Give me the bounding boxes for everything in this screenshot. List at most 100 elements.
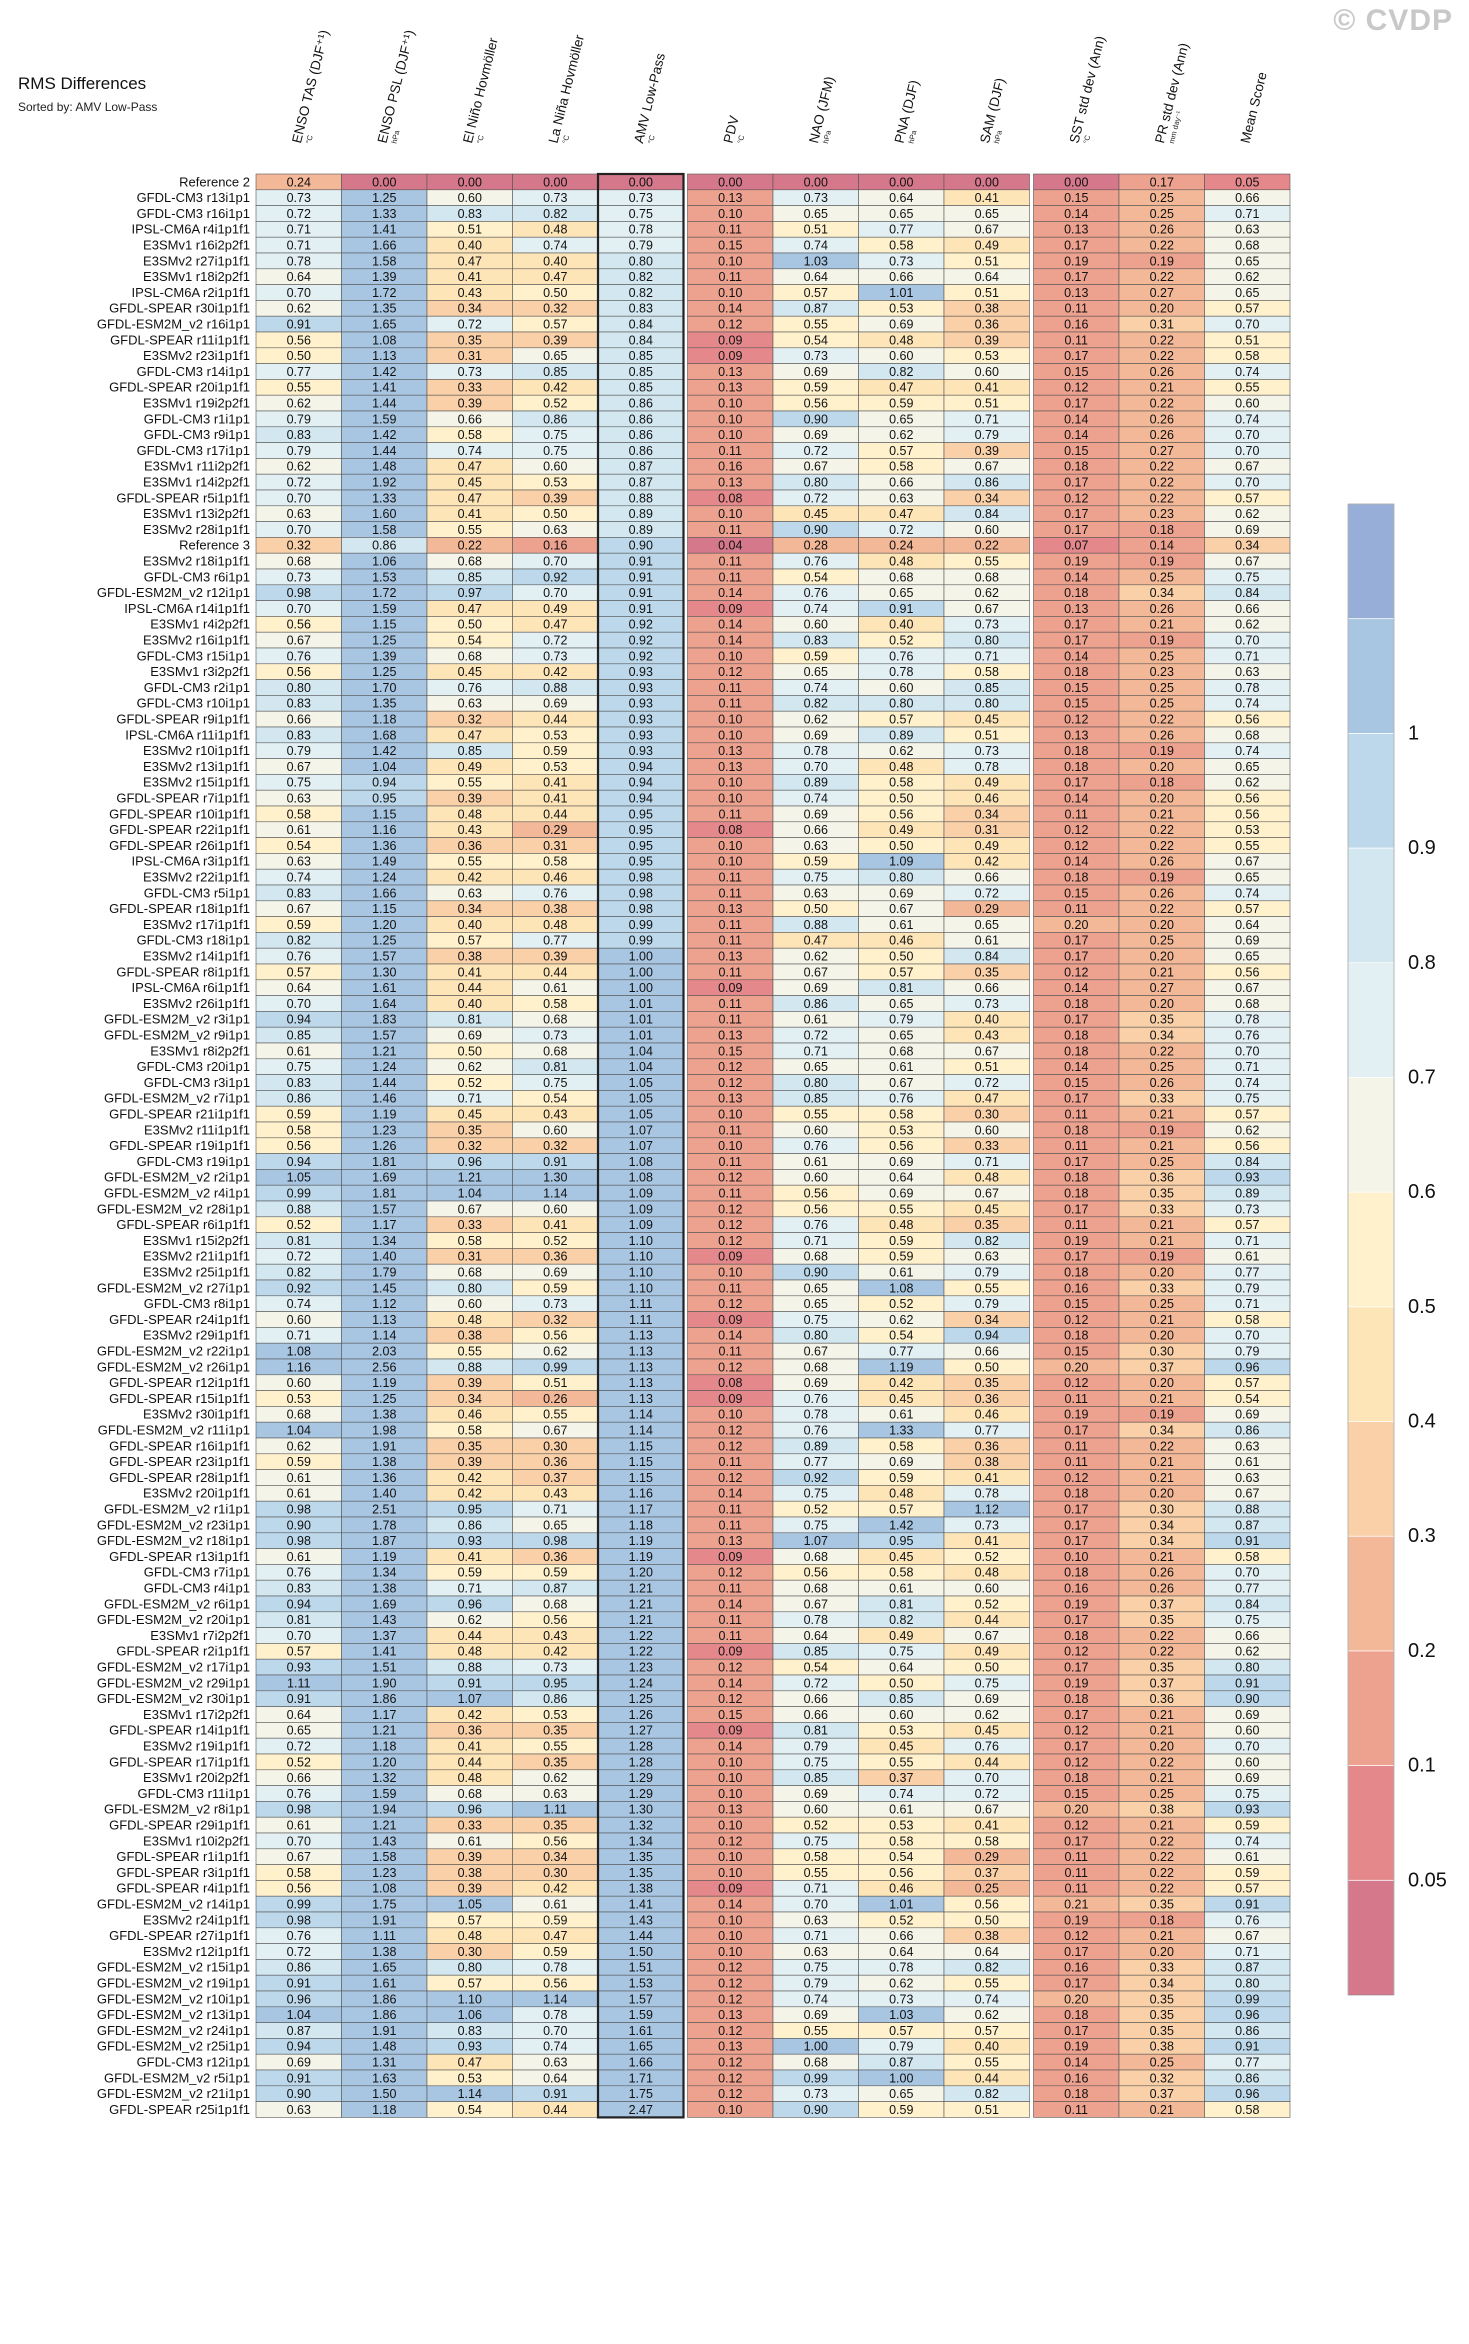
- cell-value: 0.60: [804, 1171, 828, 1185]
- cell-value: 0.35: [1150, 2008, 1174, 2022]
- cell-value: 1.30: [543, 1171, 567, 1185]
- cell-value: 0.56: [1235, 807, 1259, 821]
- cell-value: 0.12: [718, 1076, 742, 1090]
- cell-value: 0.13: [1064, 728, 1088, 742]
- cell-value: 0.67: [1235, 981, 1259, 995]
- cell-value: 0.14: [718, 1597, 742, 1611]
- cell-value: 0.85: [458, 570, 482, 584]
- cell-value: 0.43: [975, 1029, 999, 1043]
- row-label: GFDL-ESM2M_v2 r12i1p1: [97, 585, 250, 600]
- cell-value: 1.30: [372, 965, 396, 979]
- cell-value: 0.12: [718, 1471, 742, 1485]
- cell-value: 0.91: [287, 1977, 311, 1991]
- cell-value: 0.91: [629, 586, 653, 600]
- cell-value: 0.99: [287, 1187, 311, 1201]
- cell-value: 0.80: [1235, 1977, 1259, 1991]
- cell-value: 0.10: [718, 1108, 742, 1122]
- cell-value: 0.88: [1235, 1503, 1259, 1517]
- cell-value: 0.20: [1150, 760, 1174, 774]
- cell-value: 0.39: [458, 792, 482, 806]
- cell-value: 0.10: [718, 2103, 742, 2117]
- cell-value: 0.74: [543, 239, 567, 253]
- cell-value: 0.64: [543, 2071, 567, 2085]
- cell-value: 0.99: [1235, 1992, 1259, 2006]
- cell-value: 0.09: [718, 981, 742, 995]
- cell-value: 0.68: [458, 1266, 482, 1280]
- cell-value: 0.35: [975, 965, 999, 979]
- cell-value: 0.94: [287, 1597, 311, 1611]
- cell-value: 1.11: [629, 1313, 652, 1327]
- colorbar-segment: [1347, 847, 1395, 964]
- cell-value: 0.36: [543, 1455, 567, 1469]
- cell-value: 0.09: [718, 1313, 742, 1327]
- cell-value: 0.48: [458, 1929, 482, 1943]
- cell-value: 0.91: [287, 1692, 311, 1706]
- cell-value: 0.13: [718, 365, 742, 379]
- cell-value: 0.56: [975, 1898, 999, 1912]
- cell-value: 0.55: [804, 318, 828, 332]
- cell-value: 0.11: [719, 1455, 742, 1469]
- cell-value: 1.38: [372, 1945, 396, 1959]
- cell-value: 0.83: [287, 1582, 311, 1596]
- cell-value: 0.58: [889, 1834, 913, 1848]
- chart-subtitle: Sorted by: AMV Low-Pass: [18, 100, 158, 114]
- row-label: GFDL-CM3 r10i1p1: [137, 696, 250, 711]
- cell-value: 1.98: [372, 1424, 396, 1438]
- cell-value: 0.78: [804, 1613, 828, 1627]
- cell-value: 1.04: [458, 1187, 482, 1201]
- cell-value: 0.30: [458, 1945, 482, 1959]
- cell-value: 0.53: [889, 1724, 913, 1738]
- cell-value: 0.55: [458, 523, 482, 537]
- cell-value: 0.77: [1235, 2056, 1259, 2070]
- cell-value: 0.94: [975, 1329, 999, 1343]
- cell-value: 1.39: [372, 270, 396, 284]
- cell-value: 0.57: [458, 934, 482, 948]
- cell-value: 0.72: [975, 1787, 999, 1801]
- cell-value: 0.76: [804, 1392, 828, 1406]
- cell-value: 0.59: [287, 1455, 311, 1469]
- cell-value: 0.59: [287, 918, 311, 932]
- cell-value: 0.74: [1235, 365, 1259, 379]
- cell-value: 0.61: [804, 1155, 828, 1169]
- row-label: GFDL-SPEAR r28i1p1f1: [109, 1470, 250, 1485]
- cell-value: 0.86: [629, 428, 653, 442]
- cell-value: 0.21: [1150, 1313, 1174, 1327]
- cell-value: 0.00: [718, 175, 742, 189]
- cell-value: 0.72: [287, 1740, 311, 1754]
- cell-value: 0.60: [458, 191, 482, 205]
- cell-value: 0.10: [718, 286, 742, 300]
- row-label: GFDL-SPEAR r11i1p1f1: [110, 332, 250, 347]
- cell-value: 0.62: [543, 1771, 567, 1785]
- cell-value: 0.36: [975, 1392, 999, 1406]
- row-label: GFDL-SPEAR r2i1p1f1: [116, 1644, 250, 1659]
- cell-value: 0.60: [804, 1123, 828, 1137]
- row-label: GFDL-SPEAR r17i1p1f1: [109, 1754, 250, 1769]
- cell-value: 0.53: [543, 476, 567, 490]
- cell-value: 0.17: [1064, 776, 1088, 790]
- cell-value: 0.72: [889, 523, 913, 537]
- cell-value: 0.67: [458, 1202, 482, 1216]
- cell-value: 0.84: [1235, 586, 1259, 600]
- cell-value: 0.10: [718, 839, 742, 853]
- cell-value: 0.65: [804, 1281, 828, 1295]
- cell-value: 0.17: [1064, 349, 1088, 363]
- cell-value: 0.43: [458, 823, 482, 837]
- cell-value: 0.51: [975, 2103, 999, 2117]
- cell-value: 0.14: [718, 618, 742, 632]
- cell-value: 0.74: [458, 444, 482, 458]
- cell-value: 0.53: [543, 760, 567, 774]
- cell-value: 0.22: [1150, 491, 1174, 505]
- cell-value: 0.32: [458, 1139, 482, 1153]
- cell-value: 0.75: [629, 207, 653, 221]
- cell-value: 0.80: [804, 1076, 828, 1090]
- cell-value: 0.89: [804, 776, 828, 790]
- cell-value: 0.42: [889, 1376, 913, 1390]
- cell-value: 0.82: [975, 2087, 999, 2101]
- cell-value: 1.59: [629, 2008, 653, 2022]
- cell-value: 1.69: [372, 1597, 396, 1611]
- row-label: E3SMv2 r18i1p1f1: [143, 554, 250, 569]
- cell-value: 0.45: [889, 1550, 913, 1564]
- cell-value: 0.19: [1150, 744, 1174, 758]
- cell-value: 0.61: [287, 1471, 311, 1485]
- cell-value: 1.10: [629, 1281, 653, 1295]
